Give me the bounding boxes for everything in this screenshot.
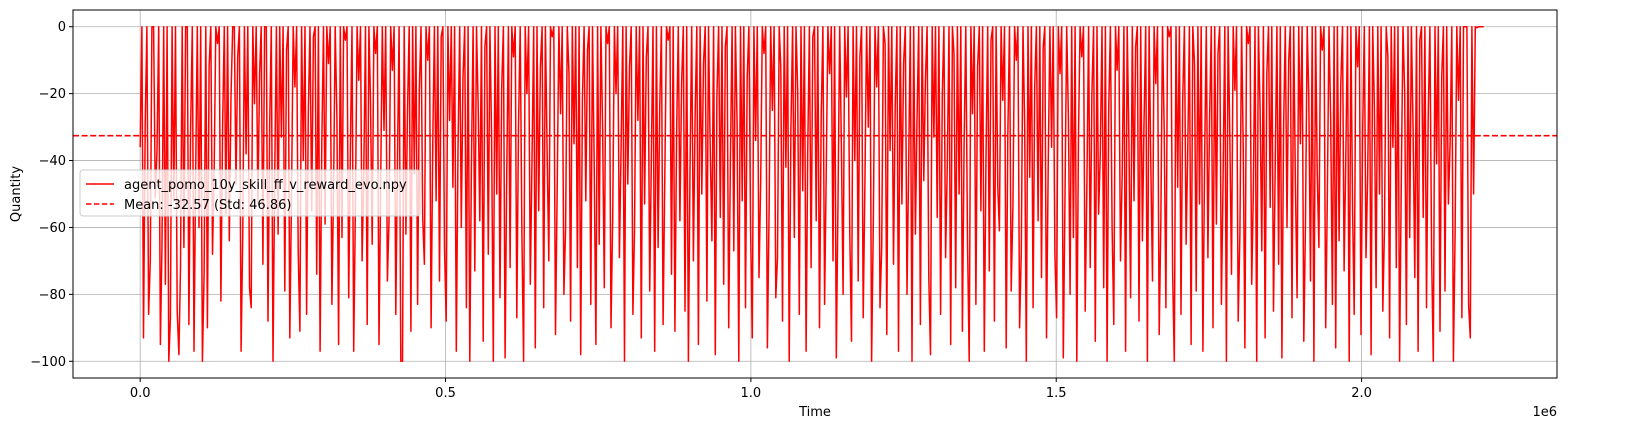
y-tick-label: −40	[39, 154, 66, 169]
x-axis: 0.0 0.5 1.0 1.5 2.0	[130, 378, 1372, 401]
legend: agent_pomo_10y_skill_ff_v_reward_evo.npy…	[79, 169, 421, 217]
plot-area	[73, 25, 1557, 363]
x-tick-label: 1.0	[741, 386, 762, 401]
x-tick-label: 0.5	[435, 386, 456, 401]
y-tick-label: −100	[30, 355, 66, 370]
y-tick-label: 0	[58, 20, 66, 35]
x-tick-label: 0.0	[130, 386, 151, 401]
x-tick-label: 1.5	[1046, 386, 1067, 401]
x-tick-label: 2.0	[1351, 386, 1372, 401]
legend-box	[79, 169, 421, 217]
x-offset-text: 1e6	[1532, 405, 1557, 420]
legend-label-series: agent_pomo_10y_skill_ff_v_reward_evo.npy	[124, 178, 407, 193]
y-axis-label: Quantity	[9, 166, 24, 222]
legend-label-mean: Mean: -32.57 (Std: 46.86)	[124, 198, 291, 213]
x-axis-label: Time	[798, 405, 831, 420]
y-tick-label: −60	[39, 221, 66, 236]
y-tick-label: −20	[39, 87, 66, 102]
y-tick-label: −80	[39, 288, 66, 303]
y-axis: 0 −20 −40 −60 −80 −100	[30, 20, 73, 370]
reward-series-line	[139, 25, 1484, 363]
axes-frame	[72, 9, 1558, 379]
